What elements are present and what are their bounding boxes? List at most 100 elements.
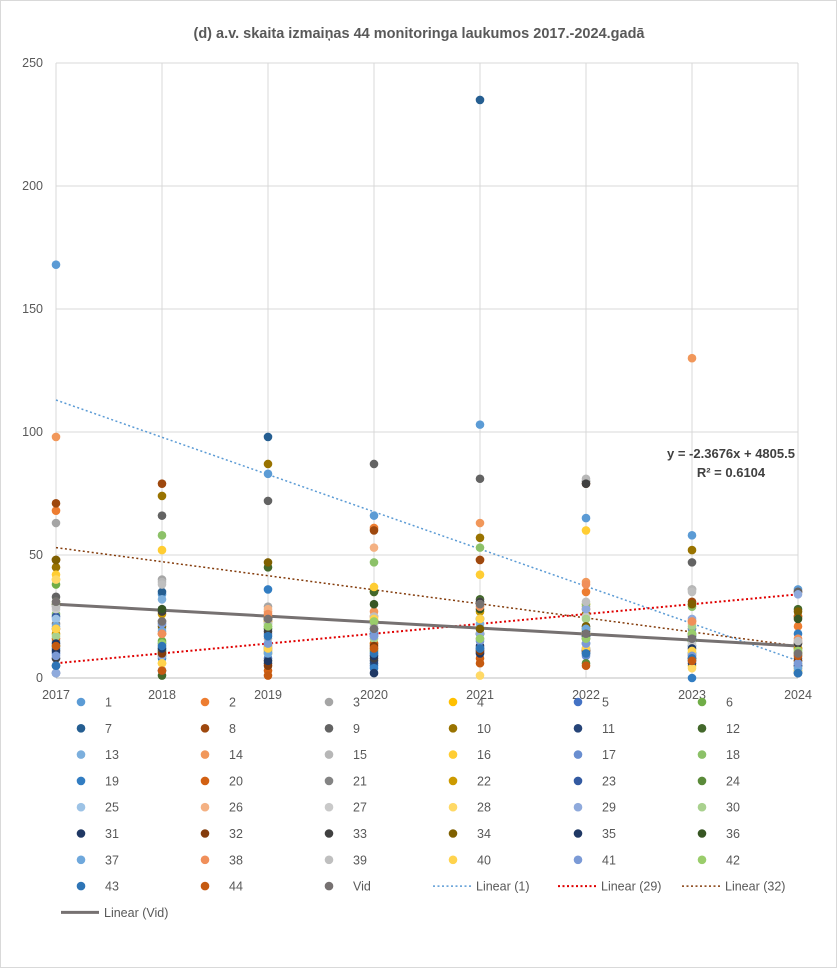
data-point [475, 533, 485, 543]
data-point [581, 513, 591, 523]
legend-item: 15 [324, 748, 367, 762]
trendline [55, 602, 799, 648]
legend-label: 33 [353, 827, 367, 841]
legend-label: 26 [229, 801, 243, 815]
legend-item: 31 [76, 827, 119, 841]
legend-marker [573, 776, 583, 786]
legend-label: 43 [105, 880, 119, 894]
x-tick-label: 2018 [148, 688, 176, 702]
data-point [51, 499, 61, 508]
data-point [369, 617, 379, 626]
legend-item: 39 [324, 853, 367, 867]
legend-marker [76, 881, 86, 891]
x-tick-label: 2020 [360, 688, 388, 702]
legend-marker [76, 697, 86, 707]
legend-label: 27 [353, 801, 367, 815]
data-point [687, 558, 697, 567]
legend-item: Linear (32) [682, 880, 785, 894]
legend-item: 26 [200, 801, 243, 815]
data-point [475, 474, 485, 484]
legend-label: 23 [602, 774, 616, 788]
data-point [687, 656, 697, 666]
data-point [475, 644, 485, 653]
data-point [157, 658, 167, 668]
data-point [263, 614, 273, 624]
legend-label: 19 [105, 774, 119, 788]
data-point [687, 531, 697, 540]
y-tick-label: 0 [36, 671, 43, 685]
legend-item: 22 [448, 774, 491, 788]
legend-marker [697, 829, 707, 838]
data-point [369, 631, 379, 641]
data-point [51, 661, 61, 670]
data-point [475, 599, 485, 609]
legend-marker [324, 829, 334, 838]
data-point [793, 668, 803, 678]
data-point [581, 479, 591, 488]
legend-label: Linear (1) [476, 880, 530, 894]
data-point [263, 558, 273, 567]
data-point [687, 353, 697, 363]
legend-label: 24 [726, 774, 740, 788]
legend-item: 6 [697, 696, 733, 710]
legend-item: 44 [200, 880, 243, 894]
legend-label: 20 [229, 774, 243, 788]
legend-item: 12 [697, 722, 740, 736]
legend-marker [324, 881, 334, 891]
data-point [369, 582, 379, 592]
grid [55, 62, 799, 679]
data-point [793, 590, 803, 599]
legend-item: 27 [324, 801, 367, 815]
data-point [263, 585, 273, 594]
trend-equation: y = -2.3676x + 4805.5 R² = 0.6104 [667, 446, 795, 480]
legend-item: 17 [573, 748, 616, 762]
legend-marker [324, 697, 334, 707]
legend-marker [448, 776, 458, 786]
data-point [475, 570, 485, 579]
data-point [475, 555, 485, 565]
data-point [475, 658, 485, 668]
data-point [51, 518, 61, 528]
data-point [687, 634, 697, 643]
legend-marker [324, 802, 334, 812]
legend-item: 36 [697, 827, 740, 841]
x-tick-label: 2023 [678, 688, 706, 702]
data-point [581, 629, 591, 639]
data-point [475, 543, 485, 552]
legend-label: 32 [229, 827, 243, 841]
legend-marker [200, 724, 210, 733]
legend-marker [76, 829, 86, 838]
data-point [157, 666, 167, 675]
data-point [687, 545, 697, 555]
legend-label: 37 [105, 853, 119, 867]
data-point [263, 432, 273, 442]
data-point [157, 511, 167, 520]
data-point [263, 631, 273, 641]
legend-item: 4 [448, 696, 484, 710]
legend-marker [573, 855, 583, 865]
data-point [581, 614, 591, 624]
legend-marker [324, 776, 334, 786]
legend-item: 11 [573, 722, 615, 736]
data-point [369, 599, 379, 609]
data-points [51, 95, 803, 683]
legend-item: 1 [76, 696, 112, 710]
legend-label: 31 [105, 827, 119, 841]
legend-item: 35 [573, 827, 616, 841]
legend-item: 7 [76, 722, 112, 736]
data-point [793, 636, 803, 646]
data-point [157, 479, 167, 488]
data-point [581, 587, 591, 597]
data-point [581, 661, 591, 670]
data-point [157, 629, 167, 639]
data-point [51, 641, 61, 651]
legend-item: 16 [448, 748, 491, 762]
data-point [157, 587, 167, 597]
legend-label: 14 [229, 748, 243, 762]
legend-item: 33 [324, 827, 367, 841]
legend-label: Linear (Vid) [104, 906, 168, 920]
data-point [157, 604, 167, 614]
legend-marker [200, 802, 210, 812]
legend-label: 35 [602, 827, 616, 841]
legend-marker [448, 697, 458, 707]
